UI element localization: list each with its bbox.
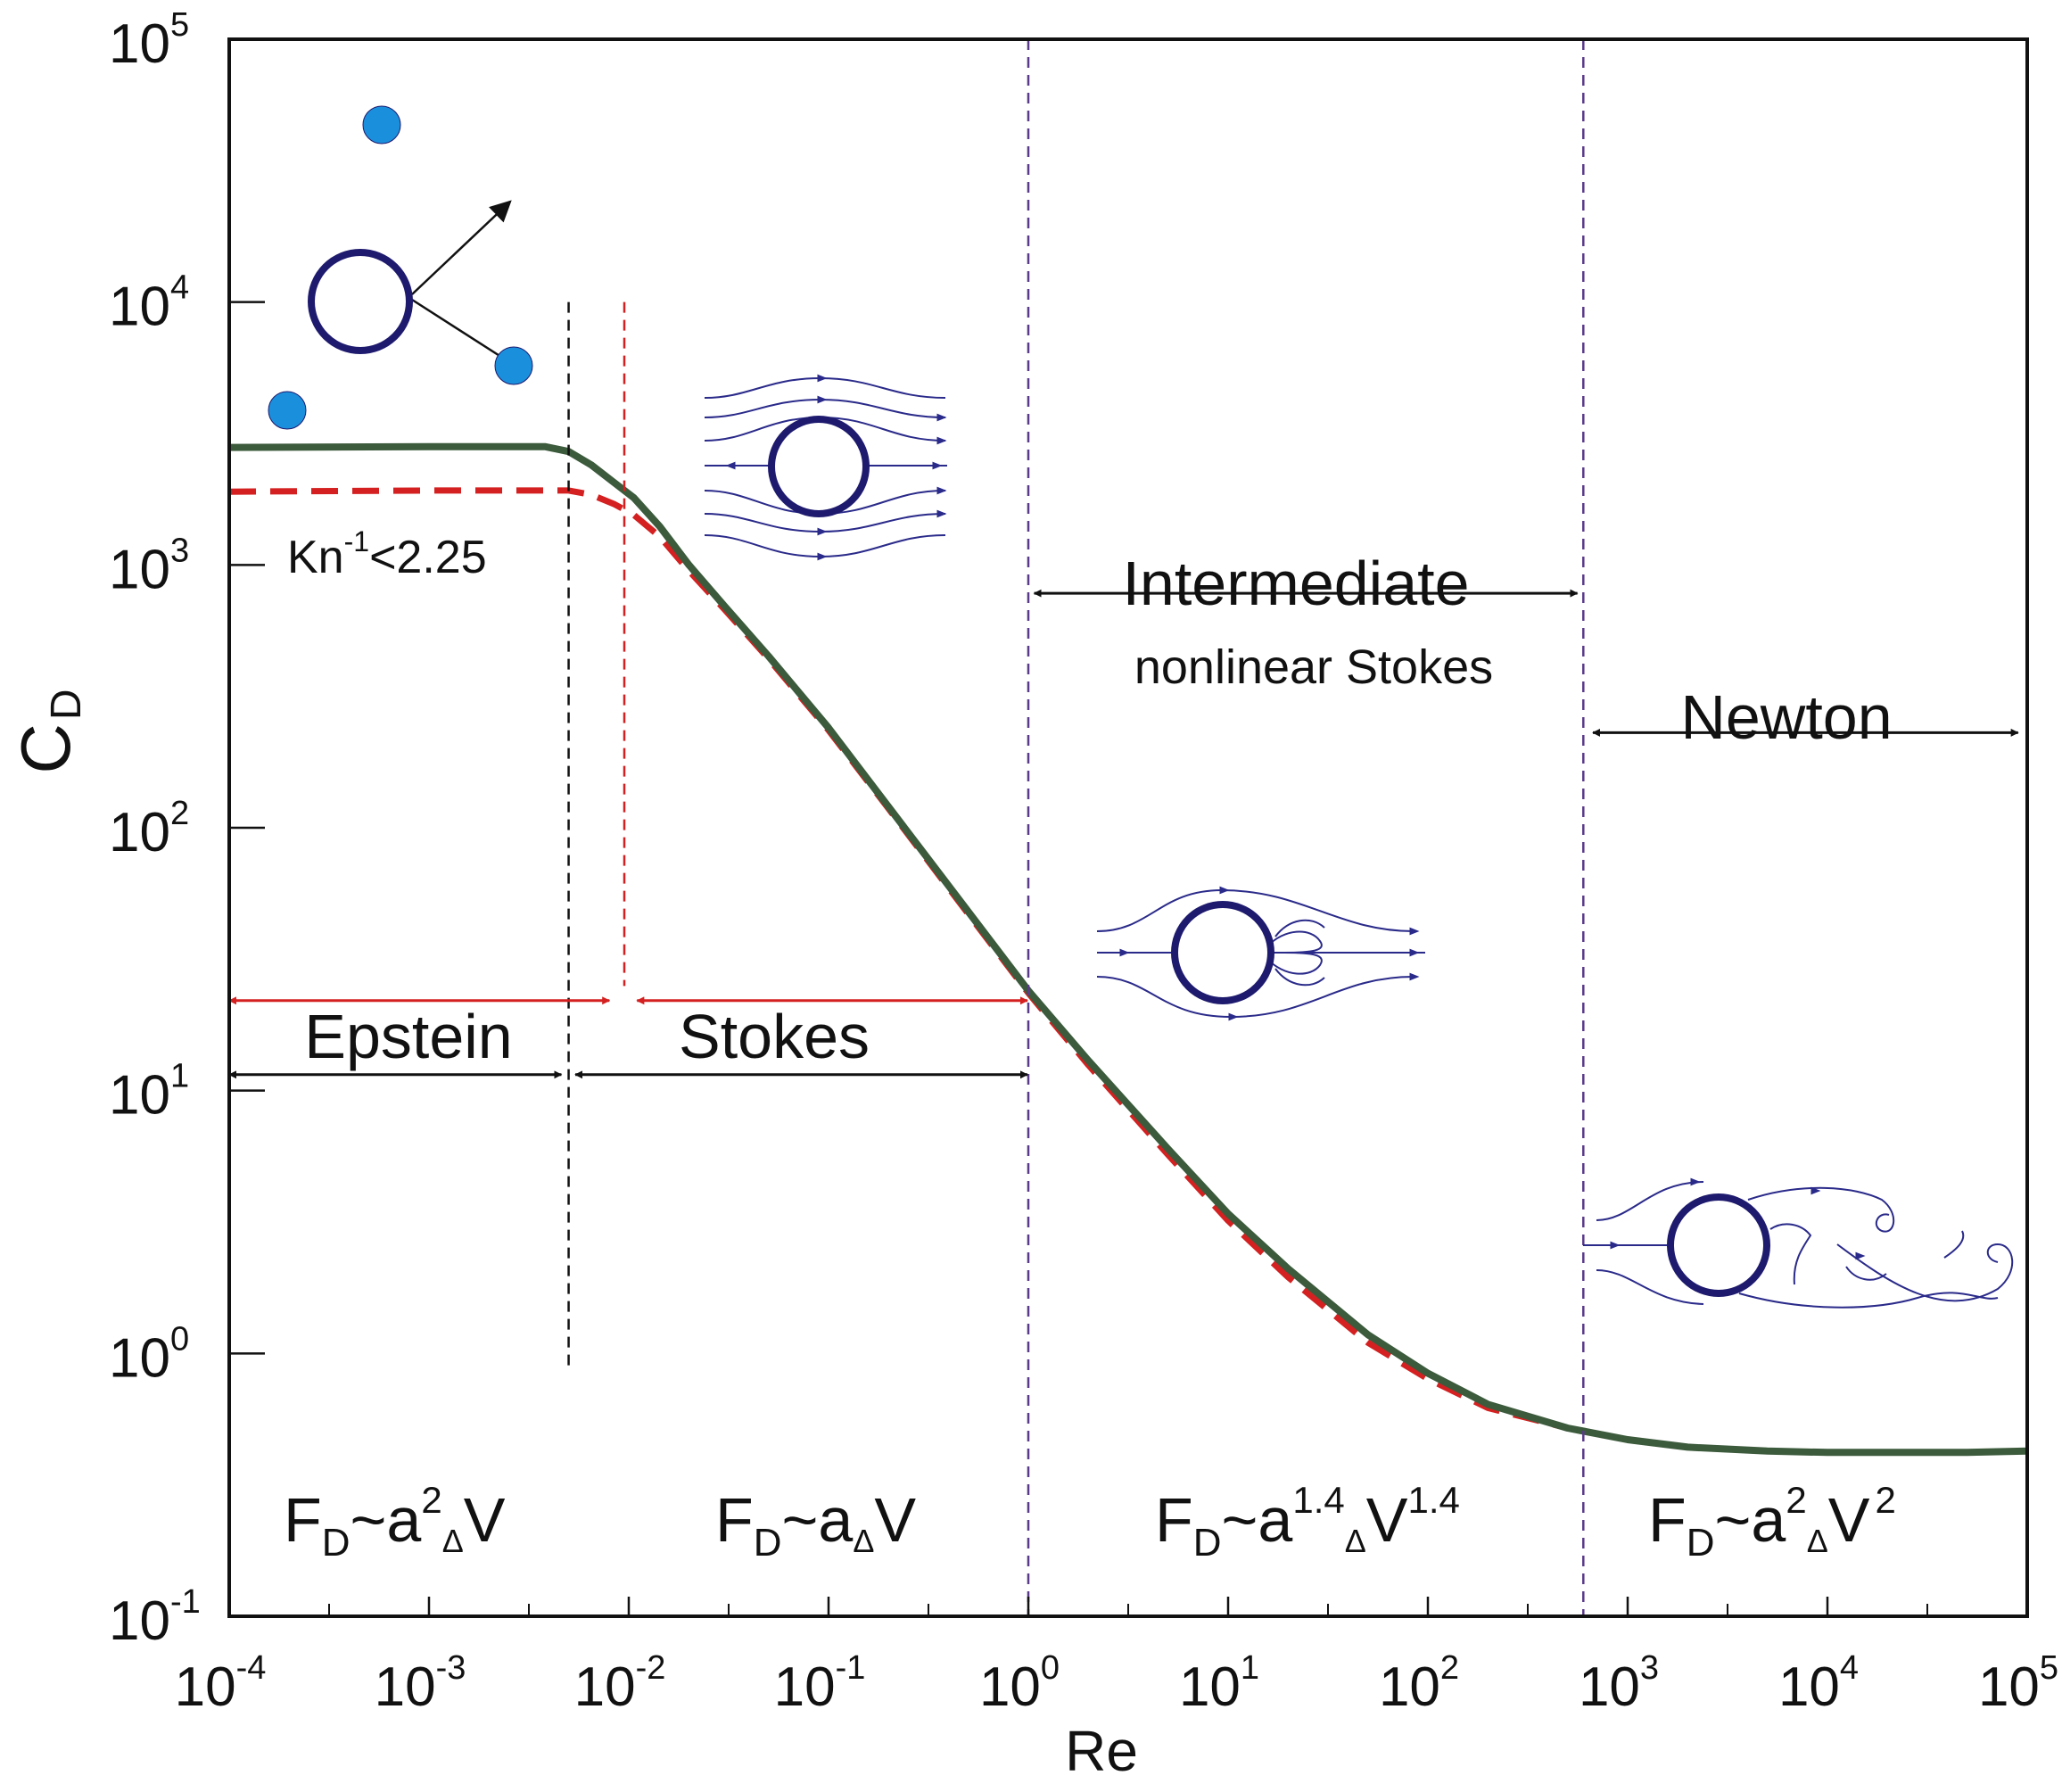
regime-boundary-lines [567, 39, 1585, 1616]
recirculation [1266, 952, 1323, 975]
streamline [704, 534, 946, 558]
plot-frame [227, 37, 2029, 1618]
intermediate-flow-illustration [1096, 886, 1425, 1021]
formula-stokes: FD~aΔV [715, 1485, 916, 1565]
solid-drag-curve [228, 442, 2028, 1457]
wake [1845, 1266, 1887, 1281]
recirculation [1274, 968, 1325, 987]
wake [1738, 1292, 1999, 1309]
y-tick-label: 10-1 [109, 1583, 201, 1652]
wake [1943, 1230, 1965, 1259]
y-tick-label: 105 [109, 6, 189, 75]
molecule-dot [362, 105, 401, 145]
streamline [1596, 1269, 1704, 1305]
sphere-outline [1667, 1193, 1770, 1297]
x-tick-label: 104 [1778, 1649, 1859, 1718]
molecule-path [411, 298, 505, 360]
stokes-flow-illustration [704, 374, 947, 561]
epstein-label: Epstein [304, 1002, 512, 1071]
knudsen-condition-label: Kn-1<2.25 [287, 525, 487, 583]
formula-intermediate: FD~a1.4ΔV1.4 [1155, 1479, 1460, 1565]
curves-layer [228, 442, 2028, 1457]
molecule-dot [268, 391, 307, 430]
epstein-molecule-illustration [268, 105, 533, 430]
x-axis-ticks: 10-4 10-3 10-2 10-1 100 101 102 103 104 105 [175, 1597, 2058, 1718]
x-tick-label: 101 [1179, 1649, 1259, 1718]
recirculation [1266, 930, 1323, 954]
x-tick-label: 103 [1579, 1649, 1659, 1718]
intermediate-label: Intermediate [1122, 549, 1469, 618]
wake [1836, 1243, 2014, 1302]
y-axis-ticks: 10-1 100 101 102 103 104 105 [109, 6, 265, 1652]
sphere-outline [768, 416, 870, 517]
y-tick-label: 100 [109, 1320, 189, 1389]
x-tick-label: 102 [1379, 1649, 1459, 1718]
wake [1747, 1186, 1895, 1233]
streamline [704, 376, 946, 399]
x-tick-label: 100 [979, 1649, 1060, 1718]
y-axis-label: CD [6, 689, 90, 773]
x-tick-label: 10-4 [175, 1649, 267, 1718]
formula-newton: FD~a2ΔV 2 [1648, 1479, 1896, 1565]
x-tick-label: 105 [1978, 1649, 2058, 1718]
regime-range-arrows [228, 589, 2019, 1079]
y-tick-label: 102 [109, 795, 189, 863]
y-tick-label: 103 [109, 532, 189, 600]
sphere-outline [308, 249, 413, 354]
streamline [1596, 1181, 1704, 1221]
recirculation [1274, 919, 1325, 937]
dashed-drag-curve [228, 487, 1569, 1432]
x-tick-label: 10-3 [375, 1649, 466, 1718]
sphere-outline [1171, 901, 1274, 1004]
molecule-dot [494, 346, 533, 385]
streamline [704, 398, 946, 418]
x-axis-label: Re [1065, 1719, 1138, 1783]
y-tick-label: 101 [109, 1058, 189, 1127]
y-tick-label: 104 [109, 269, 189, 338]
x-tick-label: 10-2 [574, 1649, 666, 1718]
newton-label: Newton [1680, 682, 1892, 752]
newton-flow-illustration [1583, 1177, 2014, 1309]
stokes-label: Stokes [679, 1002, 870, 1071]
nonlinear-stokes-label: nonlinear Stokes [1134, 640, 1493, 694]
wake [1769, 1223, 1812, 1285]
molecule-arrow [411, 200, 512, 295]
formula-epstein: FD~a2ΔV [284, 1479, 506, 1565]
x-tick-label: 10-1 [774, 1649, 866, 1718]
